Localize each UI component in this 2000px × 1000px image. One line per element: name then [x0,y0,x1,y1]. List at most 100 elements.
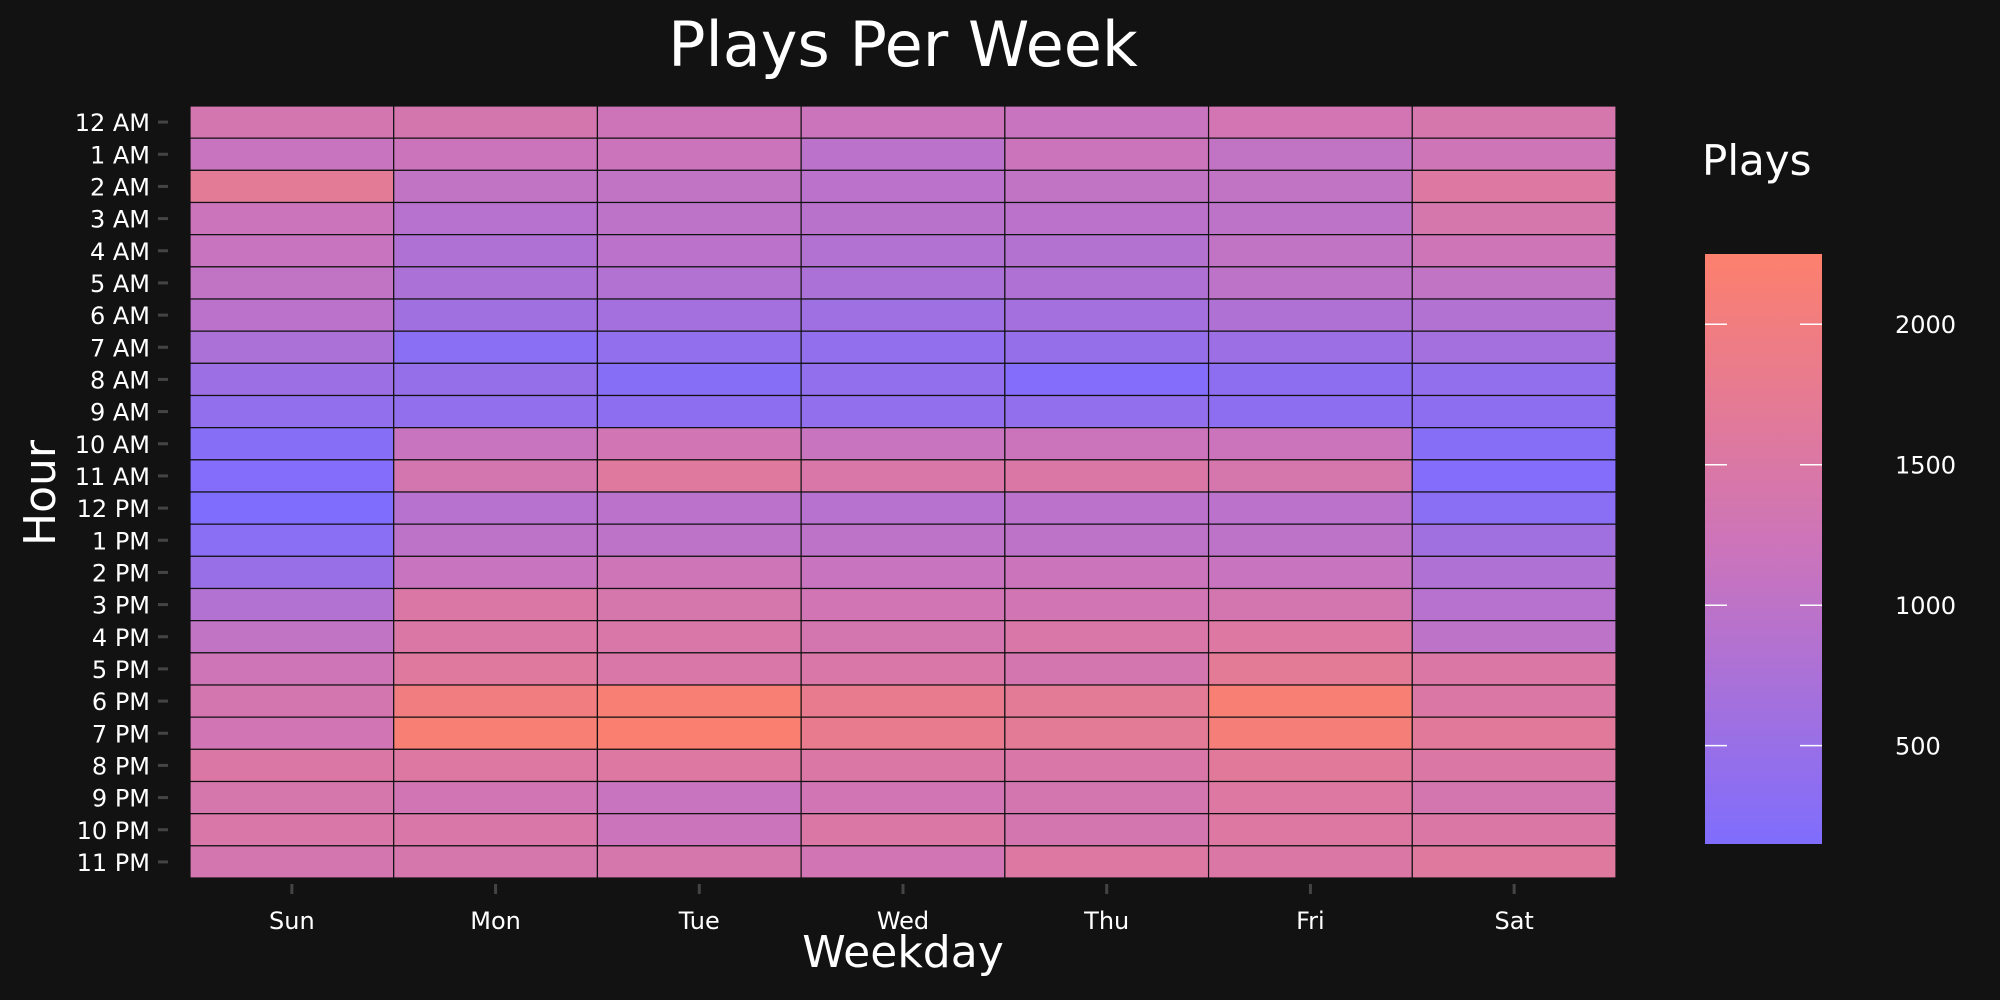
y-tick-label: 11 PM [77,849,150,877]
y-tick-label: 10 AM [75,431,150,459]
x-tick-label: Tue [678,907,720,935]
heatmap-cell [393,587,599,622]
heatmap-cell [393,234,599,268]
heatmap-cell [596,620,802,654]
heatmap-cell [1411,298,1617,332]
heatmap-cell [1004,169,1210,204]
heatmap-cell [189,427,395,461]
heatmap-cell [596,813,802,847]
heatmap-cell [800,137,1006,171]
heatmap-cell [1004,298,1210,332]
heatmap-cell [1411,716,1617,750]
heatmap-cell [393,330,599,364]
colorbar-legend: Plays 500 1000 1500 2000 [1702,136,1956,844]
heatmap-cell [800,298,1006,332]
heatmap-cell [189,491,395,525]
heatmap-cell [1004,266,1210,300]
y-tick-label: 2 AM [90,173,150,201]
heatmap-cell [1207,748,1413,783]
heatmap-cell [1411,394,1617,429]
x-tick-label: Mon [470,907,521,935]
heatmap-cell [189,330,395,364]
heatmap-cell [1004,491,1210,525]
heatmap-cell [800,684,1006,718]
heatmap-cell [1207,266,1413,300]
y-tick-label: 8 AM [90,366,150,394]
heatmap-cell [596,845,802,879]
heatmap-cell [1411,587,1617,622]
heatmap-cell [1411,491,1617,525]
x-axis: Sun Mon Tue Wed Thu Fri Sat [269,884,1534,935]
heatmap-cell [189,620,395,654]
chart-title: Plays Per Week [668,8,1138,81]
heatmap-cell [1207,427,1413,461]
heatmap-cell [189,201,395,236]
y-tick-label: 12 AM [75,109,150,137]
heatmap-cell [596,652,802,686]
heatmap-cell [596,362,802,397]
heatmap-cell [1207,845,1413,879]
colorbar-tick-label: 500 [1895,733,1941,761]
heatmap-cell [1207,298,1413,332]
heatmap-cell [596,780,802,815]
heatmap-cell [1004,845,1210,879]
heatmap-cell [596,587,802,622]
heatmap-cell [1004,748,1210,783]
heatmap-cell [393,298,599,332]
heatmap-cell [189,716,395,750]
heatmap-cell [189,105,395,139]
y-tick-label: 9 AM [90,399,150,427]
heatmap-cell [1004,137,1210,171]
heatmap-cell [800,748,1006,783]
y-tick-label: 10 PM [77,817,150,845]
heatmap-cell [189,684,395,718]
heatmap-cell [1004,652,1210,686]
heatmap-cell [393,137,599,171]
heatmap-cell [1411,234,1617,268]
heatmap-cell [393,748,599,783]
heatmap-cell [596,684,802,718]
heatmap-cell [393,652,599,686]
heatmap-cell [393,362,599,397]
y-tick-label: 6 AM [90,302,150,330]
heatmap-cell [1411,845,1617,879]
heatmap-cell [800,105,1006,139]
heatmap-cell [189,266,395,300]
heatmap-cell [1411,780,1617,815]
heatmap-cell [800,169,1006,204]
heatmap-cell [1207,620,1413,654]
heatmap-cell [393,394,599,429]
heatmap-cell [1004,201,1210,236]
heatmap-cell [1411,169,1617,204]
heatmap-cell [596,266,802,300]
x-tick-label: Thu [1083,907,1129,935]
heatmap-cell [1004,780,1210,815]
heatmap-cell [800,394,1006,429]
heatmap-cell [189,298,395,332]
heatmap-cell [393,201,599,236]
heatmap-cell [596,459,802,493]
heatmap-cell [800,234,1006,268]
heatmap-cell [1207,491,1413,525]
heatmap-cell [800,555,1006,590]
heatmap-cell [189,459,395,493]
heatmap-cell [1004,684,1210,718]
heatmap-cell [1004,716,1210,750]
heatmap-cells [189,105,1617,879]
heatmap-cell [1411,523,1617,557]
heatmap-cell [393,169,599,204]
heatmap-cell [800,491,1006,525]
heatmap-cell [1411,105,1617,139]
y-tick-label: 8 PM [92,752,150,780]
heatmap-cell [800,201,1006,236]
y-tick-label: 11 AM [75,463,150,491]
colorbar-tick-label: 1000 [1895,592,1956,620]
heatmap-cell [189,748,395,783]
heatmap-cell [189,137,395,171]
heatmap-cell [596,330,802,364]
y-tick-label: 12 PM [77,495,150,523]
x-tick-label: Fri [1296,907,1325,935]
heatmap-cell [596,105,802,139]
heatmap-cell [800,652,1006,686]
